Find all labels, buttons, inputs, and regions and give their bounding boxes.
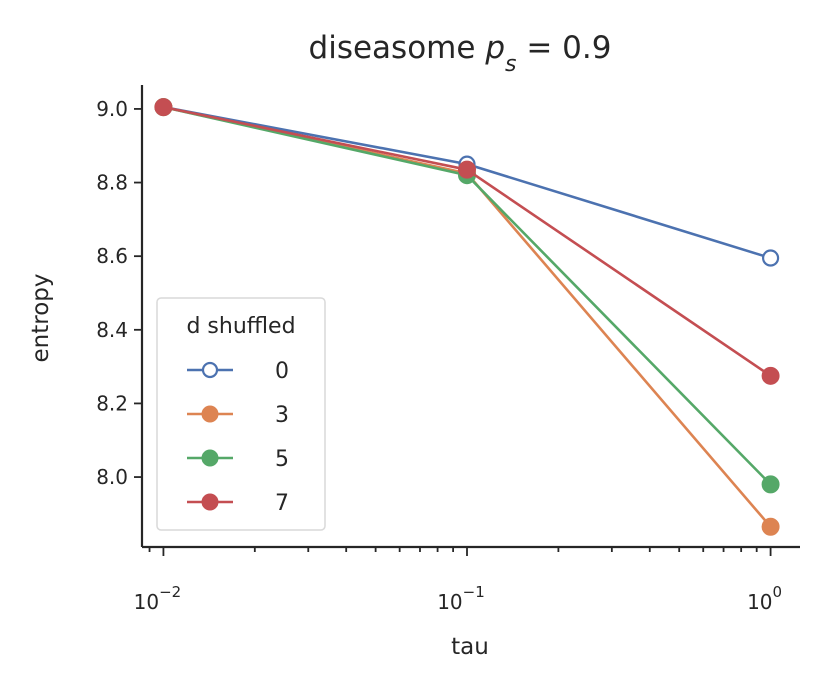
legend-label: 0 <box>275 359 289 384</box>
x-tick-label: 10−1 <box>437 583 485 614</box>
data-point <box>761 366 780 385</box>
x-tick-label: 100 <box>747 583 782 614</box>
y-tick-label: 8.0 <box>96 465 128 489</box>
legend-item-3: 3 <box>187 403 289 428</box>
x-tick-base: 10 <box>437 590 462 614</box>
x-tick-label: 10−2 <box>134 583 182 614</box>
title-math-rest: = 0.9 <box>516 30 611 66</box>
x-axis-label: tau <box>451 634 489 660</box>
y-tick-label: 9.0 <box>96 97 128 121</box>
legend-marker <box>201 493 219 511</box>
legend-marker <box>201 405 219 423</box>
legend-frame <box>156 297 326 531</box>
legend-label: 5 <box>275 447 289 472</box>
series-7 <box>154 98 780 385</box>
x-tick-exp: 0 <box>773 583 783 601</box>
x-tick-base: 10 <box>134 590 159 614</box>
data-point <box>761 517 780 536</box>
legend-label: 3 <box>275 403 289 428</box>
data-point <box>154 98 173 117</box>
legend-label: 7 <box>275 491 289 516</box>
y-tick-label: 8.4 <box>96 318 128 342</box>
legend-marker <box>201 449 219 467</box>
legend: d shuffled 0 3 5 7 <box>156 297 326 531</box>
title-math-var: p <box>484 30 505 66</box>
chart-title: diseasome ps = 0.9 <box>309 30 612 77</box>
legend-item-7: 7 <box>187 491 289 516</box>
y-tick-label: 8.2 <box>96 391 128 415</box>
series-layer <box>154 98 780 536</box>
y-tick-label: 8.8 <box>96 171 128 195</box>
data-point <box>761 249 780 267</box>
legend-marker <box>201 361 219 379</box>
y-axis-label: entropy <box>28 274 54 363</box>
data-point <box>761 475 780 494</box>
legend-item-5: 5 <box>187 447 289 472</box>
title-math-sub: s <box>505 52 516 77</box>
axes: 8.08.28.48.68.89.010−2 10−1 100 <box>96 85 800 614</box>
data-point <box>458 160 477 179</box>
x-tick-base: 10 <box>747 590 772 614</box>
x-tick-exp: −1 <box>463 583 485 601</box>
legend-title: d shuffled <box>186 314 295 339</box>
x-tick-exp: −2 <box>159 583 181 601</box>
legend-item-0: 0 <box>187 359 289 384</box>
y-tick-label: 8.6 <box>96 244 128 268</box>
title-text: diseasome <box>309 30 486 66</box>
